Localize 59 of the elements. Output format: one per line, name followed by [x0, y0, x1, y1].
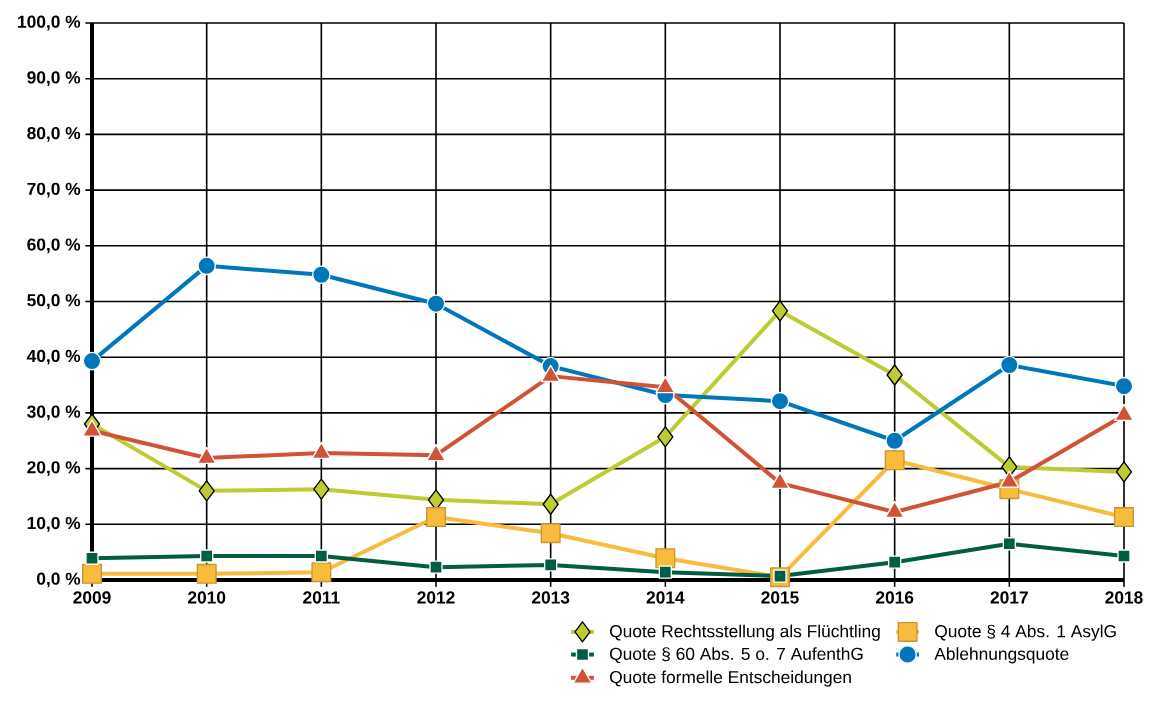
x-tick-label: 2014 — [646, 591, 685, 604]
point — [311, 562, 332, 583]
y-tick-label: 0,0 % — [37, 572, 81, 588]
point — [313, 478, 330, 500]
x-tick-label: 2017 — [990, 591, 1028, 604]
point — [658, 565, 672, 579]
point — [886, 364, 903, 386]
point — [999, 355, 1019, 375]
point — [200, 549, 214, 563]
point — [429, 560, 443, 574]
x-tick-label: 2011 — [303, 591, 340, 604]
y-tick-label: 80,0 % — [27, 126, 81, 142]
x-tick-label: 2010 — [188, 591, 226, 604]
legend-label: Quote § 4 Abs. 1 AsylG — [935, 624, 1116, 641]
legend-label: Quote Rechtsstellung als Flüchtling — [610, 624, 880, 641]
y-tick-label: 20,0 % — [27, 461, 81, 476]
point — [773, 569, 787, 583]
point — [312, 265, 331, 285]
y-tick-label: 10,0 % — [27, 516, 81, 532]
y-tick-label: 40,0 % — [26, 349, 81, 365]
point — [85, 551, 99, 565]
y-tick-label: 30,0 % — [27, 405, 81, 421]
x-tick-label: 2018 — [1105, 591, 1143, 604]
legend-label: Quote formelle Entscheidungen — [610, 670, 851, 687]
point — [540, 523, 561, 544]
point — [82, 351, 102, 371]
x-tick-label: 2013 — [531, 591, 570, 604]
point — [196, 563, 217, 584]
point — [657, 426, 674, 448]
point — [771, 300, 789, 322]
point — [770, 391, 790, 411]
y-tick-label: 90,0 % — [27, 71, 81, 87]
point — [426, 294, 446, 314]
point — [1117, 549, 1131, 563]
legend-label: Quote § 60 Abs. 5 o. 7 AufenthG — [610, 647, 863, 664]
point — [314, 549, 329, 563]
point — [887, 555, 902, 569]
point — [198, 480, 215, 502]
point — [544, 558, 558, 572]
point — [1113, 507, 1134, 528]
x-tick-label: 2015 — [761, 591, 799, 604]
point — [197, 256, 217, 276]
y-tick-label: 100,0 % — [18, 15, 81, 31]
point — [884, 450, 905, 471]
point — [542, 493, 559, 515]
legend-label: Ablehnungsquote — [934, 647, 1069, 664]
point — [885, 431, 904, 451]
x-tick-label: 2009 — [73, 591, 111, 604]
y-tick-label: 70,0 % — [27, 182, 81, 198]
x-tick-label: 2012 — [417, 591, 455, 604]
point — [1114, 376, 1134, 396]
y-tick-label: 50,0 % — [27, 294, 81, 309]
point — [426, 507, 446, 528]
y-tick-label: 60,0 % — [27, 238, 81, 254]
point — [1002, 537, 1016, 551]
x-tick-label: 2016 — [875, 591, 914, 604]
point — [1115, 461, 1133, 483]
point — [655, 548, 676, 569]
point — [82, 563, 103, 584]
